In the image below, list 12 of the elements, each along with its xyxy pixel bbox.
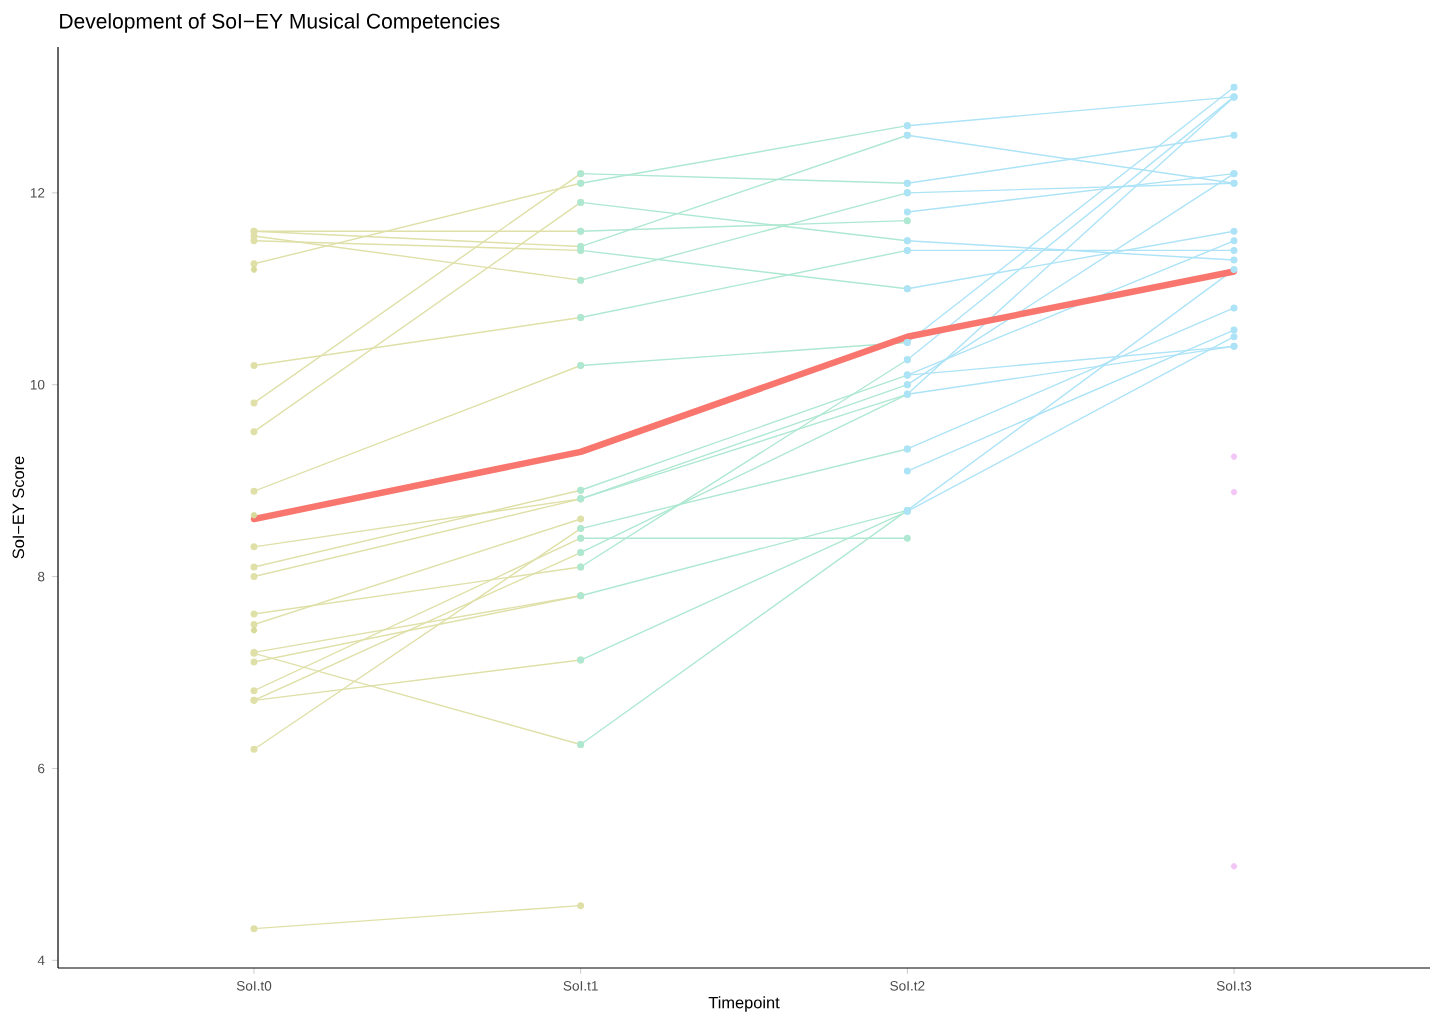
y-tick-label: 6 bbox=[38, 763, 45, 774]
y-axis-title: SoI−EY Score bbox=[12, 456, 25, 559]
x-axis-title: Timepoint bbox=[708, 996, 780, 1012]
y-tick-label: 8 bbox=[38, 571, 45, 582]
y-tick-label: 12 bbox=[30, 187, 45, 198]
chart-title: Development of SoI−EY Musical Competencies bbox=[60, 13, 500, 33]
x-tick-label: SoI.t1 bbox=[563, 980, 598, 991]
x-tick-label: SoI.t2 bbox=[890, 980, 925, 991]
y-tick-label: 4 bbox=[37, 955, 45, 965]
x-tick-label: SoI.t0 bbox=[236, 980, 272, 991]
y-tick-label: 10 bbox=[30, 379, 45, 390]
x-tick-label: SoI.t3 bbox=[1216, 980, 1252, 991]
